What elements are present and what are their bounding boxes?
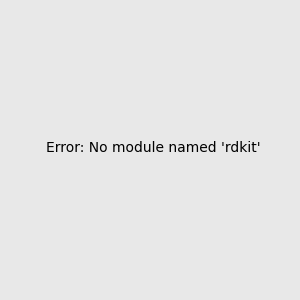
Text: Error: No module named 'rdkit': Error: No module named 'rdkit' — [46, 140, 261, 154]
